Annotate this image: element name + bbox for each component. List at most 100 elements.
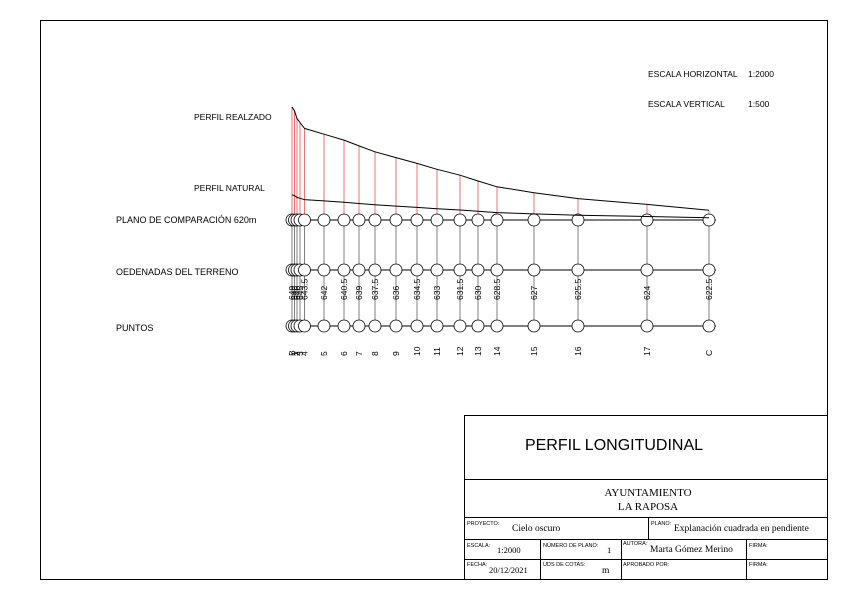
ordinate-marker [410, 263, 424, 277]
uds-value: m [602, 566, 610, 576]
point-marker [640, 319, 654, 333]
elevation-label: 636 [391, 286, 401, 300]
ordinate-marker [389, 263, 403, 277]
point-name-label: 16 [573, 346, 583, 356]
comparison-marker [453, 213, 467, 227]
elevation-label: 645 [295, 286, 305, 300]
elevation-label: 648 [290, 286, 300, 300]
horizontal-scale-value: 1:2000 [748, 69, 774, 79]
point-name-label: 3 [295, 351, 305, 356]
ordinate-marker [337, 263, 351, 277]
elevation-label: 624 [642, 286, 652, 300]
numero-plano-value: 1 [607, 545, 611, 555]
point-marker [410, 319, 424, 333]
numero-plano-label: NÚMERO DE PLANO: [543, 542, 599, 549]
ordinate-marker [471, 263, 485, 277]
ordinate-marker [527, 263, 541, 277]
point-marker [430, 319, 444, 333]
point-marker [490, 319, 504, 333]
point-name-label: 1 [290, 351, 300, 356]
sheet-border [40, 20, 828, 580]
fecha-label: FECHA: [467, 562, 488, 568]
point-name-label: 10 [412, 346, 422, 356]
fecha-value: 20/12/2021 [489, 565, 528, 575]
point-marker [527, 319, 541, 333]
ordinate-marker [298, 263, 311, 277]
comparison-marker [317, 213, 331, 227]
plano-label: PLANO: [651, 521, 672, 527]
ordinate-marker [317, 263, 331, 277]
elevation-label: 630 [473, 286, 483, 300]
comparison-marker [389, 213, 403, 227]
plano-value: Explanación cuadrada en pendiente [674, 524, 809, 534]
perfil-realzado-label: PERFIL REALZADO [194, 112, 272, 122]
comparison-marker [368, 213, 382, 227]
point-name-label: 17 [642, 346, 652, 356]
point-marker [368, 319, 382, 333]
point-marker [389, 319, 403, 333]
comparison-marker [527, 213, 541, 227]
elevation-label: 642 [319, 286, 329, 300]
proyecto-value: Cielo oscuro [512, 524, 561, 534]
point-name-label: 2 [292, 351, 302, 356]
profile-plot: 649 B 648 1 646 2 645 3 643.5 4 642 5 640.5 6 639 7 637.… [285, 106, 716, 356]
elevation-label: 634.5 [412, 278, 422, 300]
point-marker [471, 319, 485, 333]
firma2-label: FIRMA: [749, 562, 768, 568]
elevation-label: 640.5 [339, 278, 349, 300]
comparison-marker [702, 213, 716, 227]
point-marker [571, 319, 585, 333]
point-name-label: 6 [339, 351, 349, 356]
comparison-plane-label: PLANO DE COMPARACIÓN 620m [116, 215, 256, 225]
autora-value: Marta Gómez Merino [650, 545, 733, 555]
elevation-label: 628.5 [492, 278, 502, 300]
ordinate-marker [702, 263, 716, 277]
point-name-label: 15 [529, 346, 539, 356]
point-name-label: 8 [370, 351, 380, 356]
point-name-label: 7 [354, 351, 364, 356]
drawing-title: PERFIL LONGITUDINAL [525, 437, 703, 454]
horizontal-scale-label: ESCALA HORIZONTAL [648, 69, 738, 79]
org-line-1: AYUNTAMIENTO [604, 487, 691, 499]
ordinate-marker [352, 263, 366, 277]
firma-label: FIRMA: [749, 543, 768, 549]
comparison-marker [352, 213, 366, 227]
point-marker [702, 319, 716, 333]
ordinate-marker [571, 263, 585, 277]
point-name-label: C [704, 350, 714, 356]
point-name-label: 13 [473, 346, 483, 356]
comparison-marker [640, 213, 654, 227]
point-name-label: 11 [432, 347, 442, 356]
escala-value: 1:2000 [497, 545, 521, 555]
natural-profile-line [291, 194, 710, 219]
proyecto-label: PROYECTO: [467, 521, 500, 527]
comparison-marker [337, 213, 351, 227]
point-marker [337, 319, 351, 333]
ordinate-marker [368, 263, 382, 277]
comparison-marker [490, 213, 504, 227]
comparison-marker [410, 213, 424, 227]
point-name-label: 4 [300, 351, 310, 356]
ordinate-marker [490, 263, 504, 277]
exaggerated-profile-line [291, 106, 710, 211]
elevation-label: 637.5 [370, 278, 380, 300]
comparison-marker [430, 213, 444, 227]
points-label: PUNTOS [116, 323, 153, 333]
elevation-label: 646 [292, 286, 302, 300]
vertical-scale-label: ESCALA VERTICAL [648, 99, 725, 109]
uds-label: UDS DE COTAS: [543, 562, 586, 568]
elevation-label: 627 [529, 286, 539, 300]
point-name-label: 5 [319, 351, 329, 356]
vertical-scale-value: 1:500 [748, 99, 770, 109]
point-marker [453, 319, 467, 333]
elevation-label: 631.5 [455, 278, 465, 300]
ordinate-marker [640, 263, 654, 277]
org-line-2: LA RAPOSA [618, 501, 678, 513]
point-name-label: B [287, 350, 297, 356]
perfil-natural-label: PERFIL NATURAL [194, 183, 265, 193]
elevation-label: 633 [432, 286, 442, 300]
point-marker [352, 319, 366, 333]
title-block: PERFIL LONGITUDINAL AYUNTAMIENTO LA RAPO… [464, 415, 828, 580]
point-marker [317, 319, 331, 333]
